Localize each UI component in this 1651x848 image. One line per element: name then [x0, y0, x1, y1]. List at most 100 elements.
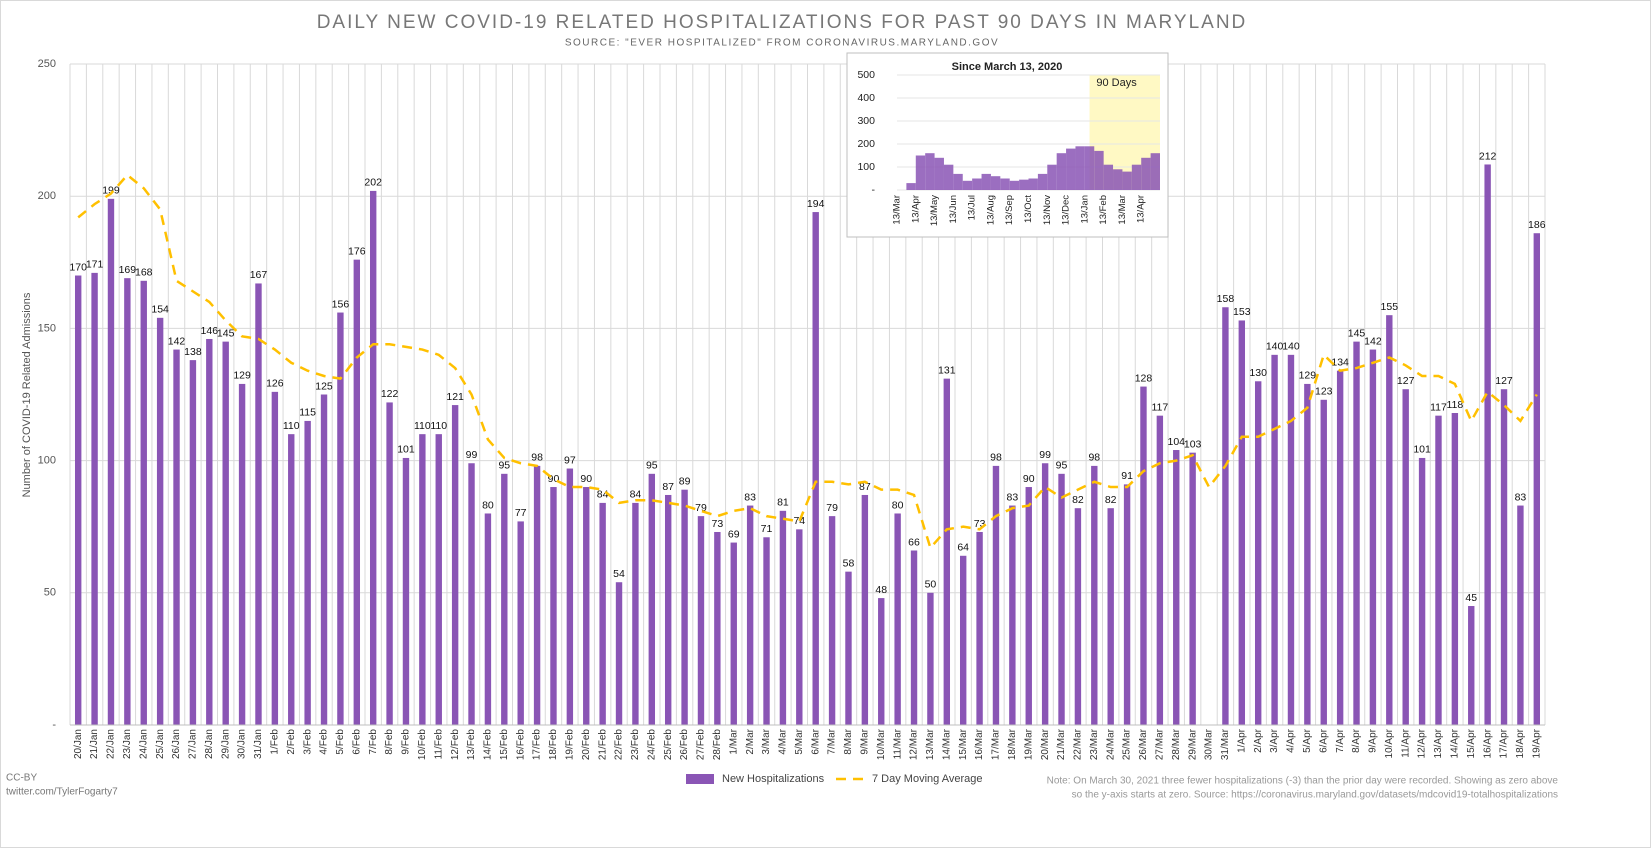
x-tick-label: 12/Mar	[909, 728, 920, 760]
bar	[845, 571, 852, 725]
data-label: 127	[1495, 375, 1513, 387]
x-tick-label: 9/Feb	[401, 729, 412, 755]
data-label: 171	[86, 259, 104, 271]
bar	[714, 531, 721, 725]
inset-bar	[953, 173, 963, 190]
bar	[1058, 473, 1065, 725]
bar	[959, 555, 967, 725]
x-tick-label: 14/Apr	[1450, 728, 1461, 758]
bar	[222, 341, 229, 725]
data-label: 50	[925, 579, 937, 591]
inset-bar	[1056, 153, 1067, 190]
data-label: 176	[348, 245, 366, 257]
data-label: 79	[695, 502, 707, 514]
inset-bar	[1122, 171, 1132, 190]
data-label: 194	[807, 198, 825, 210]
x-tick-label: 28/Feb	[712, 729, 723, 761]
data-label: 66	[908, 536, 920, 548]
legend-label: New Hospitalizations	[722, 773, 825, 785]
bar	[517, 521, 524, 725]
y-tick-label: 200	[38, 190, 56, 202]
data-label: 82	[1072, 494, 1084, 506]
data-label: 81	[777, 497, 789, 509]
bar	[1189, 452, 1196, 725]
x-tick-label: 14/Mar	[941, 728, 952, 760]
x-tick-label: 17/Mar	[991, 728, 1002, 760]
bar	[74, 275, 82, 725]
x-tick-label: 7/Feb	[368, 729, 379, 755]
data-label: 99	[466, 449, 478, 461]
data-label: 97	[564, 454, 576, 466]
bar	[1140, 386, 1147, 725]
data-label: 71	[761, 523, 773, 535]
x-tick-label: 27/Mar	[1155, 728, 1166, 760]
data-label: 168	[135, 267, 153, 279]
data-label: 212	[1479, 150, 1497, 162]
bar	[976, 531, 983, 725]
bar	[1123, 484, 1131, 725]
bar	[583, 487, 590, 725]
bar	[664, 494, 672, 725]
x-tick-label: 8/Mar	[843, 728, 854, 754]
bar	[1402, 389, 1409, 725]
moving-average-line	[77, 173, 1538, 551]
bar	[615, 582, 623, 725]
inset-bar	[1000, 178, 1010, 190]
data-label: 90	[1023, 473, 1035, 485]
x-tick-label: 7/Mar	[827, 728, 838, 754]
bar	[746, 505, 754, 725]
inset-bar	[990, 176, 1001, 190]
bar	[91, 272, 98, 725]
data-label: 103	[1184, 438, 1202, 450]
bar	[1320, 399, 1327, 725]
bar	[599, 502, 606, 725]
x-tick-label: 23/Feb	[630, 729, 641, 761]
bar	[763, 537, 770, 725]
inset-x-tick-label: 13/Oct	[1023, 195, 1034, 223]
data-label: 154	[151, 304, 169, 316]
data-label: 84	[597, 489, 609, 501]
bar	[861, 494, 869, 725]
inset-chart: 90 Days Since March 13, 2020 - 100 200 300 400…	[846, 52, 1169, 238]
x-tick-label: 3/Apr	[1269, 728, 1280, 753]
bar	[812, 212, 819, 726]
data-label: 82	[1105, 494, 1117, 506]
data-label: 129	[233, 370, 251, 382]
legend-swatch	[686, 774, 714, 784]
inset-x-tick-label: 13/Apr	[1136, 195, 1147, 223]
data-label: 110	[430, 420, 447, 432]
x-tick-label: 19/Apr	[1531, 728, 1542, 758]
inset-bar	[1094, 150, 1104, 190]
bar	[1074, 508, 1082, 725]
data-label: 58	[843, 557, 855, 569]
bar	[779, 510, 787, 725]
x-tick-label: 22/Mar	[1073, 728, 1084, 760]
x-tick-label: 1/Mar	[728, 728, 739, 754]
x-tick-label: 6/Feb	[351, 729, 362, 755]
x-tick-label: 24/Mar	[1105, 728, 1116, 760]
inset-y-tick-label: 500	[857, 69, 875, 81]
x-tick-label: 20/Feb	[581, 729, 592, 761]
inset-x-tick-label: 13/Dec	[1061, 195, 1072, 225]
data-label: 87	[662, 481, 674, 493]
bar	[435, 434, 442, 725]
bar	[124, 278, 131, 725]
data-label: 140	[1266, 341, 1284, 353]
bar	[353, 259, 361, 725]
data-label: 117	[1151, 401, 1168, 413]
data-label: 129	[1299, 370, 1317, 382]
data-label: 84	[630, 489, 642, 501]
x-tick-label: 26/Jan	[171, 729, 182, 759]
data-label: 125	[315, 380, 333, 392]
y-tick-label: -	[52, 719, 56, 731]
bar	[304, 420, 311, 725]
x-tick-label: 17/Feb	[532, 729, 543, 761]
data-label: 170	[69, 261, 87, 273]
data-label: 123	[1315, 386, 1333, 398]
bar	[386, 402, 393, 725]
data-label: 138	[184, 346, 202, 358]
data-label: 142	[1364, 335, 1382, 347]
x-tick-label: 26/Mar	[1138, 728, 1149, 760]
inset-bar	[1131, 164, 1142, 190]
